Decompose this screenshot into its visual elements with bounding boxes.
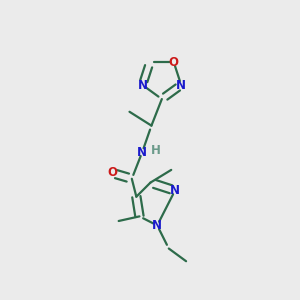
- Text: N: N: [137, 146, 147, 159]
- Text: N: N: [152, 219, 162, 232]
- Text: N: N: [170, 184, 180, 197]
- Text: N: N: [176, 79, 186, 92]
- Text: O: O: [107, 167, 117, 179]
- Text: O: O: [169, 56, 179, 69]
- Text: N: N: [137, 79, 148, 92]
- Text: H: H: [151, 144, 160, 157]
